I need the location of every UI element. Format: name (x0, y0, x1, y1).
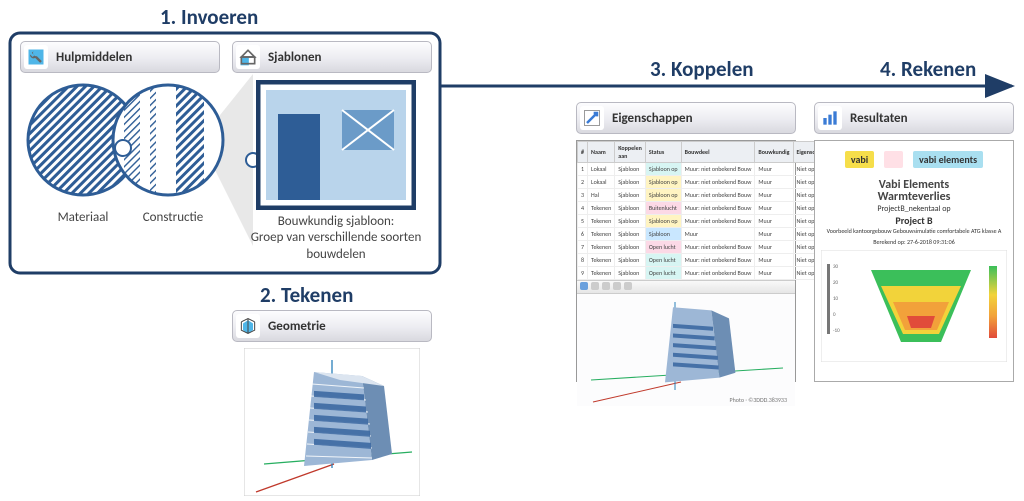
sjabloon-caption-l1: Bouwkundig sjabloon: (278, 214, 395, 229)
report-line-2: Voorbeeld kantoorgebouw Gebouwsimulatie … (821, 227, 1007, 235)
svg-text:-10: -10 (833, 328, 840, 334)
panel-eigenschappen: Eigenschappen (576, 102, 796, 134)
report-line-3: Berekend op: 27-6-2018 09:31:06 (821, 238, 1007, 246)
panel-geometrie-label: Geometrie (268, 319, 326, 334)
label-constructie: Constructie (130, 210, 216, 225)
bars-icon (818, 106, 842, 130)
building-3d (244, 348, 420, 496)
link-icon (580, 106, 604, 130)
report-logo: vabi elements (913, 151, 983, 168)
table-row: 3HalSjabloonSjabloon opMuur: niet onbeke… (578, 189, 839, 202)
panel-geometrie: Geometrie (232, 310, 432, 342)
properties-3d-view: Photo · ©3DDD.383933 (577, 294, 795, 406)
sjabloon-caption-l3: bouwdelen (306, 247, 365, 262)
sjabloon-caption-l2: Groep van verschillende soorten (251, 230, 422, 245)
table-row: 1LokaalSjabloonSjabloon opMuur: niet onb… (578, 163, 839, 176)
table-row: 5TekenenSjabloonSjabloon opMuur: niet on… (578, 215, 839, 228)
table-row: 9TekenenSjabloonOpen luchtMuur: niet onb… (578, 267, 839, 280)
report-line-1: ProjectB_nekentaal op (821, 204, 1007, 214)
report-title-2: Warmteverlies (821, 190, 1007, 204)
table-row: 8TekenenSjabloonOpen luchtMuur: niet onb… (578, 254, 839, 267)
photo-credit: Photo · ©3DDD.383933 (729, 396, 787, 404)
table-row: 7TekenenSjabloonOpen luchtMuur: niet onb… (578, 241, 839, 254)
report-logos: vabi vabi elements (821, 151, 1007, 168)
svg-text:20: 20 (833, 280, 839, 286)
template-icon (236, 45, 260, 69)
report-project: Project B (821, 214, 1007, 227)
panel-eigenschappen-label: Eigenschappen (612, 111, 693, 126)
panel-sjablonen-label: Sjablonen (268, 50, 322, 65)
report-logo: vabi (845, 151, 874, 168)
properties-table: #NaamKoppelen aanStatusBouwdeelBouwkundi… (577, 141, 839, 280)
table-row: 6TekenenSjabloonSjabloonMuurMuurNiet opg… (578, 228, 839, 241)
report-heatmap: 3020 100-10 (821, 250, 1007, 362)
table-row: 2LokaalSjabloonSjabloon opMuur: niet onb… (578, 176, 839, 189)
panel-resultaten-label: Resultaten (850, 111, 908, 126)
sjabloon-illustration (256, 80, 416, 210)
report-logo (884, 151, 903, 168)
sjabloon-caption: Bouwkundig sjabloon: Groep van verschill… (246, 214, 426, 263)
properties-card: #NaamKoppelen aanStatusBouwdeelBouwkundi… (576, 140, 796, 382)
label-materiaal: Materiaal (40, 210, 126, 225)
svg-text:10: 10 (833, 296, 839, 302)
table-row: 4TekenenSjabloonBuitenluchtMuur: niet on… (578, 202, 839, 215)
report-card: vabi vabi elements Vabi Elements Warmtev… (814, 140, 1014, 382)
panel-resultaten: Resultaten (814, 102, 1014, 134)
panel-sjablonen: Sjablonen (232, 41, 432, 73)
cube-icon (236, 314, 260, 338)
svg-text:30: 30 (833, 264, 839, 270)
